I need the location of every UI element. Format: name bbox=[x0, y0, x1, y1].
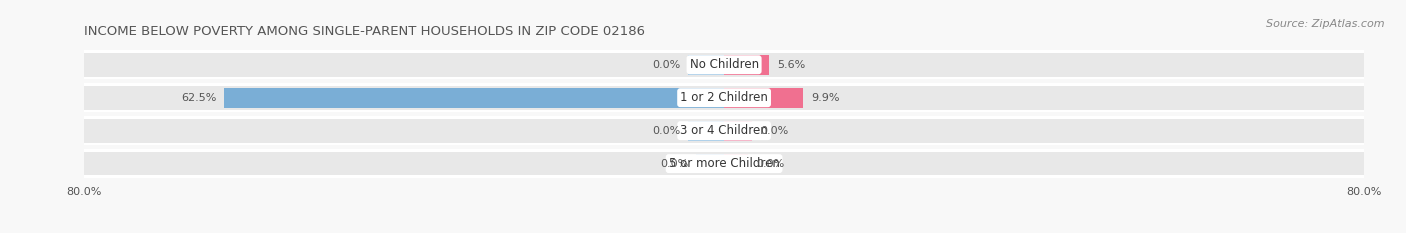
Bar bbox=[84, 53, 1364, 77]
Bar bbox=[84, 119, 1364, 143]
Bar bbox=[688, 55, 724, 75]
Text: 62.5%: 62.5% bbox=[181, 93, 217, 103]
Bar bbox=[84, 152, 1364, 175]
Bar bbox=[84, 50, 1364, 79]
Bar bbox=[724, 88, 803, 108]
Bar bbox=[724, 55, 769, 75]
Text: No Children: No Children bbox=[689, 58, 759, 71]
Text: 5.6%: 5.6% bbox=[778, 60, 806, 70]
Bar bbox=[225, 88, 724, 108]
Text: 1 or 2 Children: 1 or 2 Children bbox=[681, 91, 768, 104]
Text: 0.0%: 0.0% bbox=[659, 159, 688, 169]
Bar bbox=[688, 121, 724, 140]
Text: 0.0%: 0.0% bbox=[652, 60, 681, 70]
Bar bbox=[84, 116, 1364, 145]
Text: 0.0%: 0.0% bbox=[756, 159, 785, 169]
Bar bbox=[84, 83, 1364, 112]
Text: 3 or 4 Children: 3 or 4 Children bbox=[681, 124, 768, 137]
Bar bbox=[696, 154, 724, 174]
Text: 9.9%: 9.9% bbox=[811, 93, 839, 103]
Bar bbox=[84, 149, 1364, 178]
Bar bbox=[724, 154, 748, 174]
Text: 0.0%: 0.0% bbox=[652, 126, 681, 136]
Bar bbox=[724, 121, 752, 140]
Text: 0.0%: 0.0% bbox=[761, 126, 789, 136]
Text: Source: ZipAtlas.com: Source: ZipAtlas.com bbox=[1267, 19, 1385, 29]
Text: 5 or more Children: 5 or more Children bbox=[669, 157, 779, 170]
Bar bbox=[84, 86, 1364, 110]
Text: INCOME BELOW POVERTY AMONG SINGLE-PARENT HOUSEHOLDS IN ZIP CODE 02186: INCOME BELOW POVERTY AMONG SINGLE-PARENT… bbox=[84, 25, 645, 38]
